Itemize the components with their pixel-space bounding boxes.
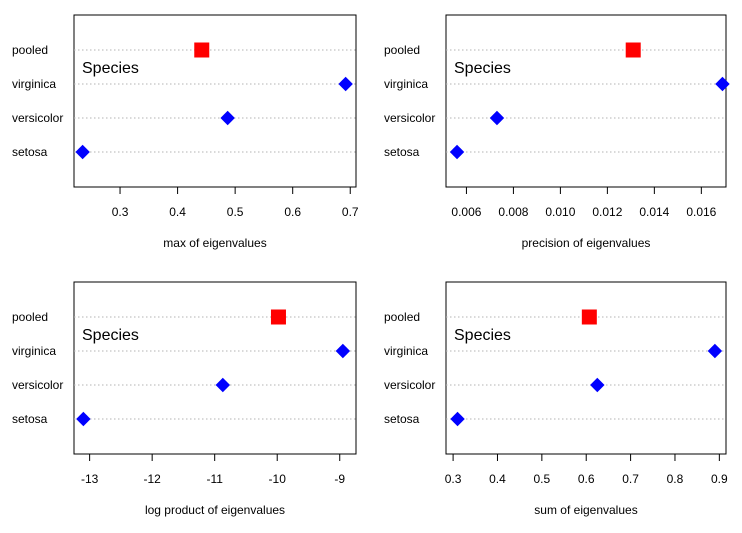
x-tick-label: 0.7 <box>622 472 639 486</box>
group-title: Species <box>454 60 511 77</box>
x-tick-label: 0.9 <box>711 472 728 486</box>
category-label: pooled <box>384 310 420 324</box>
category-label: versicolor <box>12 378 63 392</box>
category-label: versicolor <box>12 111 63 125</box>
group-title: Species <box>82 327 139 344</box>
plot-frame <box>73 281 357 455</box>
group-point <box>709 346 720 356</box>
x-tick-label: 0.7 <box>342 205 359 219</box>
group-point <box>452 414 463 424</box>
group-point <box>592 380 603 390</box>
x-tick-label: -10 <box>269 472 287 486</box>
category-label: pooled <box>384 43 420 57</box>
category-label: setosa <box>12 412 48 426</box>
pooled-marker <box>581 309 597 325</box>
x-tick-label: 0.4 <box>489 472 506 486</box>
pooled-marker <box>625 42 641 58</box>
x-tick-label: -11 <box>206 472 223 486</box>
category-label: setosa <box>384 145 420 159</box>
pooled-marker <box>270 309 286 325</box>
group-point <box>340 79 351 89</box>
pooled-marker <box>194 42 210 58</box>
x-tick-label: 0.5 <box>227 205 244 219</box>
group-title: Species <box>454 327 511 344</box>
category-label: versicolor <box>384 378 435 392</box>
plot-frame <box>445 14 727 188</box>
group-point <box>78 414 89 424</box>
x-tick-label: 0.010 <box>545 205 575 219</box>
group-point <box>717 79 728 89</box>
x-tick-label: 0.6 <box>578 472 595 486</box>
x-axis-label: max of eigenvalues <box>163 236 266 250</box>
plot-frame <box>445 281 727 455</box>
group-point <box>217 380 228 390</box>
x-axis-label: log product of eigenvalues <box>145 503 285 517</box>
plot-frame <box>73 14 357 188</box>
panel-4: pooled virginica versicolor setosa Species 0.… <box>384 281 728 517</box>
category-label: virginica <box>12 77 56 91</box>
group-title: Species <box>82 60 139 77</box>
x-tick-label: 0.3 <box>445 472 462 486</box>
group-point <box>452 147 463 157</box>
group-point <box>222 113 233 123</box>
category-label: pooled <box>12 310 48 324</box>
category-label: virginica <box>12 344 56 358</box>
x-tick-label: 0.5 <box>534 472 551 486</box>
x-tick-label: 0.016 <box>686 205 716 219</box>
panel-2: pooled virginica versicolor setosa Species 0.… <box>384 14 730 250</box>
category-label: virginica <box>384 77 428 91</box>
x-tick-label: 0.8 <box>667 472 684 486</box>
x-tick-label: -12 <box>143 472 161 486</box>
x-axis-label: sum of eigenvalues <box>534 503 637 517</box>
x-tick-label: -9 <box>334 472 345 486</box>
group-point <box>77 147 88 157</box>
x-tick-label: 0.008 <box>498 205 528 219</box>
x-tick-label: 0.014 <box>639 205 669 219</box>
category-label: setosa <box>12 145 48 159</box>
group-point <box>491 113 502 123</box>
panel-3: pooled virginica versicolor setosa Species -1… <box>12 281 357 517</box>
category-label: virginica <box>384 344 428 358</box>
group-point <box>337 346 348 356</box>
category-label: versicolor <box>384 111 435 125</box>
x-tick-label: 0.4 <box>169 205 186 219</box>
panel-1: pooled virginica versicolor setosa Species 0.… <box>12 14 359 250</box>
x-tick-label: 0.012 <box>592 205 622 219</box>
category-label: pooled <box>12 43 48 57</box>
x-axis-label: precision of eigenvalues <box>522 236 651 250</box>
x-tick-label: 0.3 <box>112 205 129 219</box>
category-label: setosa <box>384 412 420 426</box>
x-tick-label: 0.006 <box>451 205 481 219</box>
x-tick-label: 0.6 <box>284 205 301 219</box>
x-tick-label: -13 <box>81 472 99 486</box>
